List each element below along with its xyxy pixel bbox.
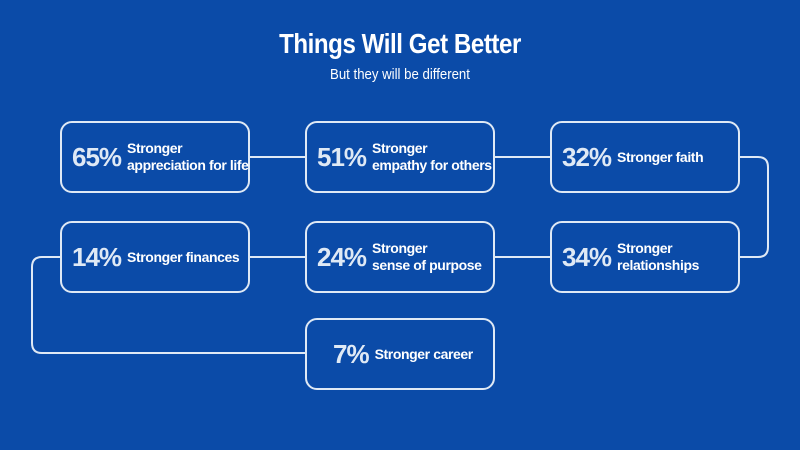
- stat-label: Stronger faith: [617, 148, 704, 166]
- stat-card-purpose: 24% Stronger sense of purpose: [305, 221, 495, 293]
- diagram-subtitle: But they will be different: [330, 66, 470, 83]
- stat-card-empathy: 51% Stronger empathy for others: [305, 121, 495, 193]
- stat-percent: 32%: [562, 141, 612, 172]
- stat-label-line1: Stronger: [127, 140, 183, 156]
- stat-label: Stronger career: [374, 345, 474, 363]
- stat-percent: 7%: [333, 338, 370, 369]
- stat-percent: 51%: [317, 141, 367, 172]
- stat-percent: 34%: [562, 241, 612, 272]
- connector-14-7: [31, 256, 306, 354]
- stat-label-line1: Stronger faith: [617, 148, 704, 165]
- stat-label-line2: relationships: [617, 257, 699, 273]
- stat-card-finances: 14% Stronger finances: [60, 221, 250, 293]
- stat-percent: 65%: [72, 141, 122, 172]
- stat-percent: 24%: [317, 241, 367, 272]
- stat-label-line1: Stronger career: [374, 345, 474, 362]
- stat-label-line2: empathy for others: [372, 157, 492, 173]
- stat-label-line1: Stronger: [617, 240, 673, 256]
- stat-label-line2: sense of purpose: [372, 257, 482, 273]
- stat-label-line1: Stronger finances: [127, 248, 240, 265]
- connector-32-34: [740, 156, 769, 258]
- stat-label-line2: appreciation for life: [127, 157, 249, 173]
- stat-label: Stronger sense of purpose: [372, 240, 482, 274]
- stat-card-relationships: 34% Stronger relationships: [550, 221, 740, 293]
- stat-label: Stronger relationships: [617, 240, 699, 274]
- stat-card-career: 7% Stronger career: [305, 318, 495, 390]
- stat-card-faith: 32% Stronger faith: [550, 121, 740, 193]
- stat-label: Stronger empathy for others: [372, 140, 492, 174]
- stat-label: Stronger finances: [127, 248, 240, 266]
- stat-label: Stronger appreciation for life: [127, 140, 249, 174]
- stat-percent: 14%: [72, 241, 122, 272]
- stat-label-line1: Stronger: [372, 240, 428, 256]
- stat-label-line1: Stronger: [372, 140, 428, 156]
- stat-card-appreciation: 65% Stronger appreciation for life: [60, 121, 250, 193]
- diagram-title: Things Will Get Better: [279, 28, 521, 59]
